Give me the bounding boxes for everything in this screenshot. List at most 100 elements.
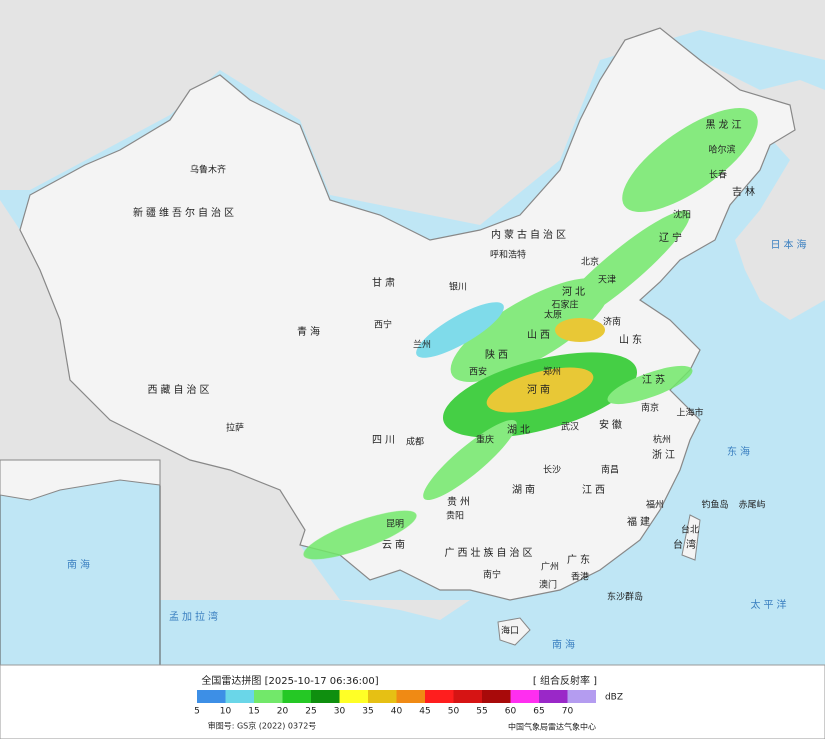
place-label: 长沙 [543, 464, 561, 476]
place-label: 北京 [581, 256, 599, 268]
place-label: 山西 [527, 329, 553, 341]
legend-level: 25 [305, 707, 316, 717]
place-label: 成都 [406, 436, 424, 448]
place-label: 山东 [619, 333, 645, 346]
place-label: 长春 [709, 169, 727, 181]
legend-level: 65 [533, 707, 544, 717]
place-label: 郑州 [543, 366, 561, 378]
legend-level: 70 [562, 707, 574, 717]
place-label: 河北 [562, 286, 588, 298]
place-label: 西藏自治区 [148, 383, 213, 396]
legend-swatch [254, 690, 283, 703]
legend-level: 35 [362, 707, 373, 717]
approval-number: 审图号: GS京 (2022) 0372号 [208, 721, 317, 731]
echo [303, 510, 417, 560]
place-label: 呼和浩特 [490, 249, 526, 261]
place-label: 福州 [646, 499, 664, 511]
place-label: 孟加拉湾 [169, 610, 221, 623]
place-label: 日本海 [771, 238, 810, 251]
place-label: 新疆维吾尔自治区 [133, 206, 237, 219]
place-label: 甘肃 [372, 276, 398, 289]
place-label: 贵阳 [446, 510, 464, 522]
place-label: 广东 [567, 553, 593, 566]
legend-swatch [482, 690, 511, 703]
place-label: 陕西 [485, 348, 511, 361]
place-label: 天津 [598, 275, 616, 286]
place-label: 香港 [571, 571, 589, 583]
echo [486, 367, 594, 413]
legend-unit: dBZ [605, 693, 623, 703]
place-label: 河南 [527, 383, 553, 396]
echo [555, 318, 605, 342]
place-label: 云南 [382, 538, 408, 551]
place-label: 西宁 [374, 319, 392, 331]
place-label: 东沙群岛 [607, 591, 643, 603]
place-label: 贵州 [447, 495, 473, 508]
place-label: 广西壮族自治区 [445, 546, 536, 559]
legend-swatch [396, 690, 425, 703]
place-label: 西安 [469, 366, 487, 378]
place-label: 赤尾屿 [738, 500, 765, 511]
place-label: 拉萨 [226, 422, 244, 434]
place-label: 南京 [641, 402, 659, 414]
place-label: 台湾 [673, 538, 699, 551]
place-label: 黑龙江 [706, 118, 745, 131]
legend-level: 45 [419, 707, 430, 717]
place-label: 上海市 [676, 407, 703, 419]
legend-level: 40 [391, 707, 403, 717]
place-label: 安徽 [599, 418, 625, 431]
place-label: 内蒙古自治区 [491, 228, 569, 241]
place-label: 武汉 [561, 421, 579, 433]
place-label: 浙江 [652, 449, 678, 461]
place-label: 南海 [552, 638, 578, 651]
place-label: 江西 [582, 484, 608, 496]
legend-swatch [197, 690, 226, 703]
legend-level: 50 [448, 707, 460, 717]
place-label: 乌鲁木齐 [190, 164, 226, 176]
place-label: 昆明 [386, 519, 404, 530]
neighbor-land [0, 0, 825, 225]
legend-swatch [282, 690, 311, 703]
place-label: 哈尔滨 [708, 144, 735, 156]
legend-swatch [453, 690, 482, 703]
place-label: 太原 [544, 309, 562, 321]
place-label: 江苏 [642, 373, 668, 386]
legend-swatch [567, 690, 596, 703]
legend-swatch [368, 690, 397, 703]
inset-land [0, 459, 161, 501]
place-label: 广州 [541, 561, 559, 573]
place-label: 兰州 [413, 339, 431, 351]
legend-swatch [539, 690, 568, 703]
place-label: 钓鱼岛 [701, 499, 728, 511]
legend-level: 5 [194, 707, 200, 717]
place-label: 福建 [627, 515, 653, 528]
place-label: 湖南 [512, 483, 538, 496]
place-label: 四川 [372, 435, 398, 446]
echo [423, 419, 517, 501]
place-label: 澳门 [539, 579, 557, 591]
place-label: 南宁 [483, 569, 501, 581]
place-label: 台北 [681, 524, 699, 536]
legend-level: 10 [220, 707, 232, 717]
place-label: 辽宁 [659, 231, 685, 244]
radar-echoes [303, 107, 758, 560]
china-land [19, 27, 796, 601]
legend-level: 30 [334, 707, 346, 717]
echo [450, 278, 610, 382]
hainan [497, 617, 531, 646]
place-label: 石家庄 [551, 299, 578, 311]
legend-swatch [225, 690, 254, 703]
place-labels: 乌鲁木齐 新疆维吾尔自治区 西藏自治区 拉萨 青海 西宁 甘肃 内蒙古自治区 呼… [133, 118, 810, 651]
place-label: 济南 [603, 316, 621, 328]
echo [607, 365, 693, 405]
place-label: 沈阳 [673, 209, 691, 221]
place-label: 重庆 [476, 434, 494, 446]
taiwan [681, 514, 701, 561]
legend-level: 15 [248, 707, 259, 717]
legend-level: 55 [476, 707, 487, 717]
legend-swatch [311, 690, 340, 703]
place-label: 湖北 [507, 424, 533, 436]
place-label: 太平洋 [751, 598, 790, 611]
